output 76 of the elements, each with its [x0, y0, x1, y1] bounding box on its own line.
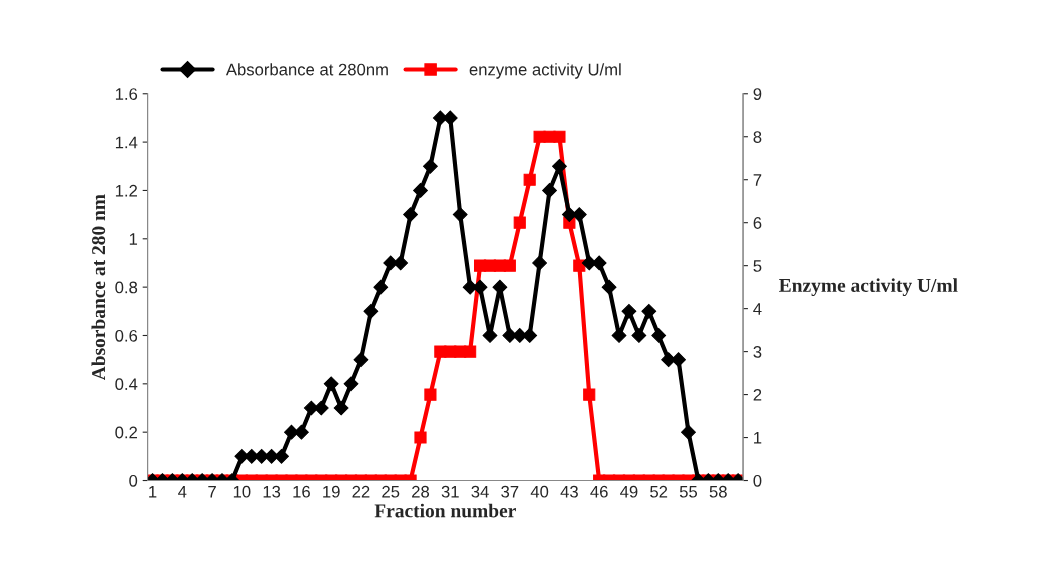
y2-tick-label: 1 [754, 432, 762, 444]
point [403, 207, 418, 223]
x-axis-title: Fraction number [374, 503, 516, 518]
y-tick-label: 0.2 [115, 426, 137, 439]
point [513, 216, 526, 229]
point [373, 279, 389, 295]
y-tick-label: 1.4 [115, 136, 138, 149]
y2-tick-label: 4 [753, 303, 762, 315]
point [503, 259, 516, 272]
y-tick-label: 1.6 [115, 88, 138, 100]
x-tick-label: 37 [501, 485, 519, 498]
x-tick-label: 4 [178, 485, 187, 498]
x-tick-label: 13 [263, 485, 281, 498]
point [423, 158, 438, 174]
point [363, 303, 379, 319]
x-tick-label: 52 [650, 485, 668, 498]
x-tick-label: 55 [679, 485, 698, 498]
x-tick-label: 40 [530, 485, 549, 498]
point [601, 279, 617, 295]
x-tick-label: 28 [412, 485, 430, 498]
y2-tick-label: 6 [753, 217, 762, 229]
point [583, 388, 596, 401]
point [413, 183, 428, 198]
point [681, 424, 696, 440]
point [542, 183, 557, 198]
y-tick-label: 1.2 [115, 184, 137, 197]
x-tick-label: 22 [352, 485, 370, 498]
point [611, 328, 627, 343]
point [274, 448, 289, 464]
point [353, 352, 369, 368]
y2-tick-label: 3 [753, 346, 762, 358]
y-tick-label: 0.4 [115, 378, 138, 391]
x-tick-label: 49 [620, 485, 638, 498]
x-tick-label: 34 [471, 485, 489, 498]
point [573, 259, 586, 272]
point [294, 424, 309, 440]
y-tick-label: 0 [129, 474, 138, 487]
legend-label: enzyme activity U/ml [469, 63, 621, 79]
y2-tick-label: 9 [753, 88, 762, 100]
x-tick-label: 46 [590, 485, 608, 498]
y2-tick-label: 0 [753, 474, 762, 487]
point [452, 207, 468, 223]
point [532, 255, 547, 271]
y-tick-label: 1 [129, 233, 138, 245]
point [641, 303, 657, 319]
x-tick-label: 25 [382, 485, 400, 498]
x-tick-label: 19 [323, 485, 340, 498]
y-axis-title: Absorbance at 280 nm [91, 194, 106, 381]
y-tick-label: 0.8 [115, 281, 138, 294]
point [671, 352, 686, 368]
y-tick-label: 0.6 [115, 329, 138, 342]
x-tick-label: 31 [441, 485, 459, 498]
x-tick-label: 7 [208, 485, 216, 498]
y2-tick-label: 7 [753, 174, 762, 186]
x-tick-label: 1 [149, 485, 157, 498]
point [651, 328, 667, 343]
x-tick-label: 58 [709, 485, 727, 498]
y2-axis-title: Enzyme activity U/ml [779, 278, 958, 296]
point [631, 328, 647, 343]
point [621, 303, 637, 319]
y2-tick-label: 2 [753, 388, 762, 401]
x-tick-label: 16 [293, 485, 310, 498]
legend-label: Absorbance at 280nm [225, 63, 388, 76]
x-tick-label: 43 [560, 485, 578, 498]
point [523, 173, 536, 186]
x-tick-label: 10 [233, 485, 251, 498]
point [343, 376, 359, 392]
y2-tick-label: 8 [753, 131, 762, 143]
point [464, 345, 477, 358]
point [553, 130, 566, 143]
y2-tick-label: 5 [753, 260, 762, 272]
point [424, 388, 437, 401]
point [393, 255, 409, 271]
point [522, 328, 538, 343]
point [333, 400, 349, 416]
point [323, 376, 339, 392]
